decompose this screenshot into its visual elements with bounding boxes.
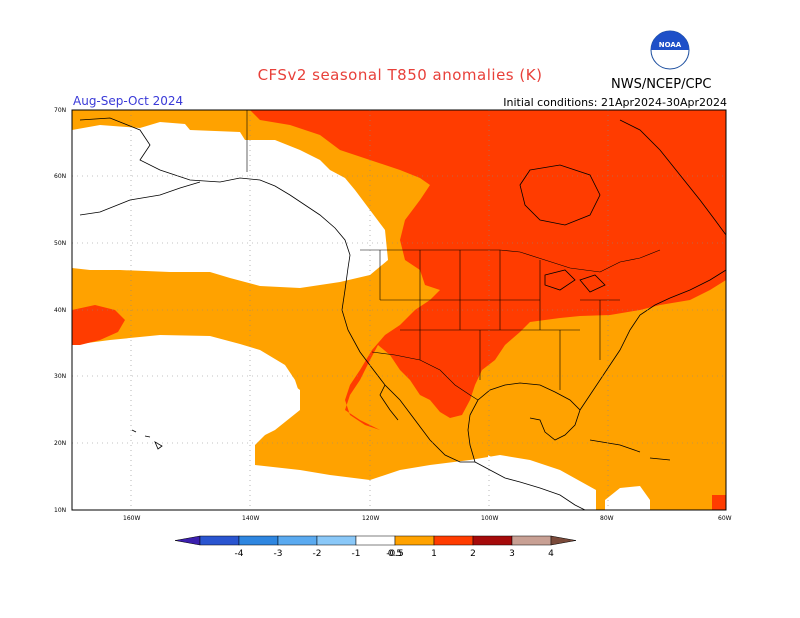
map-frame	[71, 109, 727, 511]
colorbar-segment	[511, 535, 552, 546]
colorbar-tick-label: -4	[235, 549, 244, 559]
initial-conditions-label: Initial conditions: 21Apr2024-30Apr2024	[503, 96, 727, 109]
season-label: Aug-Sep-Oct 2024	[73, 94, 184, 108]
anomaly-red-patch	[712, 495, 726, 510]
colorbar-segment	[394, 535, 435, 546]
noaa-logo-text: NOAA	[659, 41, 682, 49]
colorbar-segment	[238, 535, 279, 546]
lon-label: 140W	[242, 515, 259, 522]
lon-label: 60W	[718, 515, 732, 522]
colorbar-segment	[472, 535, 513, 546]
lon-label: 160W	[123, 515, 140, 522]
colorbar-tick-label: 2	[470, 549, 476, 559]
anomaly-neutral-region	[72, 122, 650, 510]
lat-label: 40N	[54, 307, 66, 314]
anomaly-red-region	[72, 110, 726, 436]
map-title: CFSv2 seasonal T850 anomalies (K)	[257, 66, 543, 84]
colorbar: -4 -3 -2 -1 -0.50.5 1 2 3 4	[174, 535, 577, 559]
colorbar-tick-label: 3	[509, 549, 515, 559]
colorbar-tick-label: -3	[274, 549, 283, 559]
colorbar-tick-label: 4	[548, 549, 554, 559]
colorbar-segment	[199, 535, 240, 546]
noaa-logo: NOAA	[650, 30, 690, 70]
colorbar-segment	[277, 535, 318, 546]
lat-label: 50N	[54, 240, 66, 247]
colorbar-segment	[316, 535, 357, 546]
lon-label: 80W	[600, 515, 614, 522]
gridlines	[72, 110, 726, 510]
lat-label: 30N	[54, 373, 66, 380]
colorbar-tick-label: 0.5	[388, 549, 402, 559]
lat-label: 20N	[54, 440, 66, 447]
longitude-labels: 160W 140W 120W 100W 80W 60W	[123, 515, 732, 522]
colorbar-tick-label: -2	[313, 549, 322, 559]
colorbar-segment	[433, 535, 474, 546]
lon-label: 120W	[362, 515, 379, 522]
colorbar-tick-label: -0.5	[386, 549, 404, 559]
latitude-labels: 70N 60N 50N 40N 30N 20N 10N	[54, 107, 66, 514]
coastlines	[79, 117, 727, 511]
lat-label: 10N	[54, 507, 66, 514]
colorbar-arrow-right	[550, 535, 577, 546]
political-borders	[246, 110, 661, 401]
agency-label: NWS/NCEP/CPC	[611, 77, 712, 92]
lon-label: 100W	[481, 515, 498, 522]
colorbar-segment	[355, 535, 396, 546]
lat-label: 70N	[54, 107, 66, 114]
colorbar-tick-label: 1	[431, 549, 437, 559]
lat-label: 60N	[54, 173, 66, 180]
colorbar-tick-label: -1	[352, 549, 361, 559]
colorbar-arrow-left	[174, 535, 201, 546]
